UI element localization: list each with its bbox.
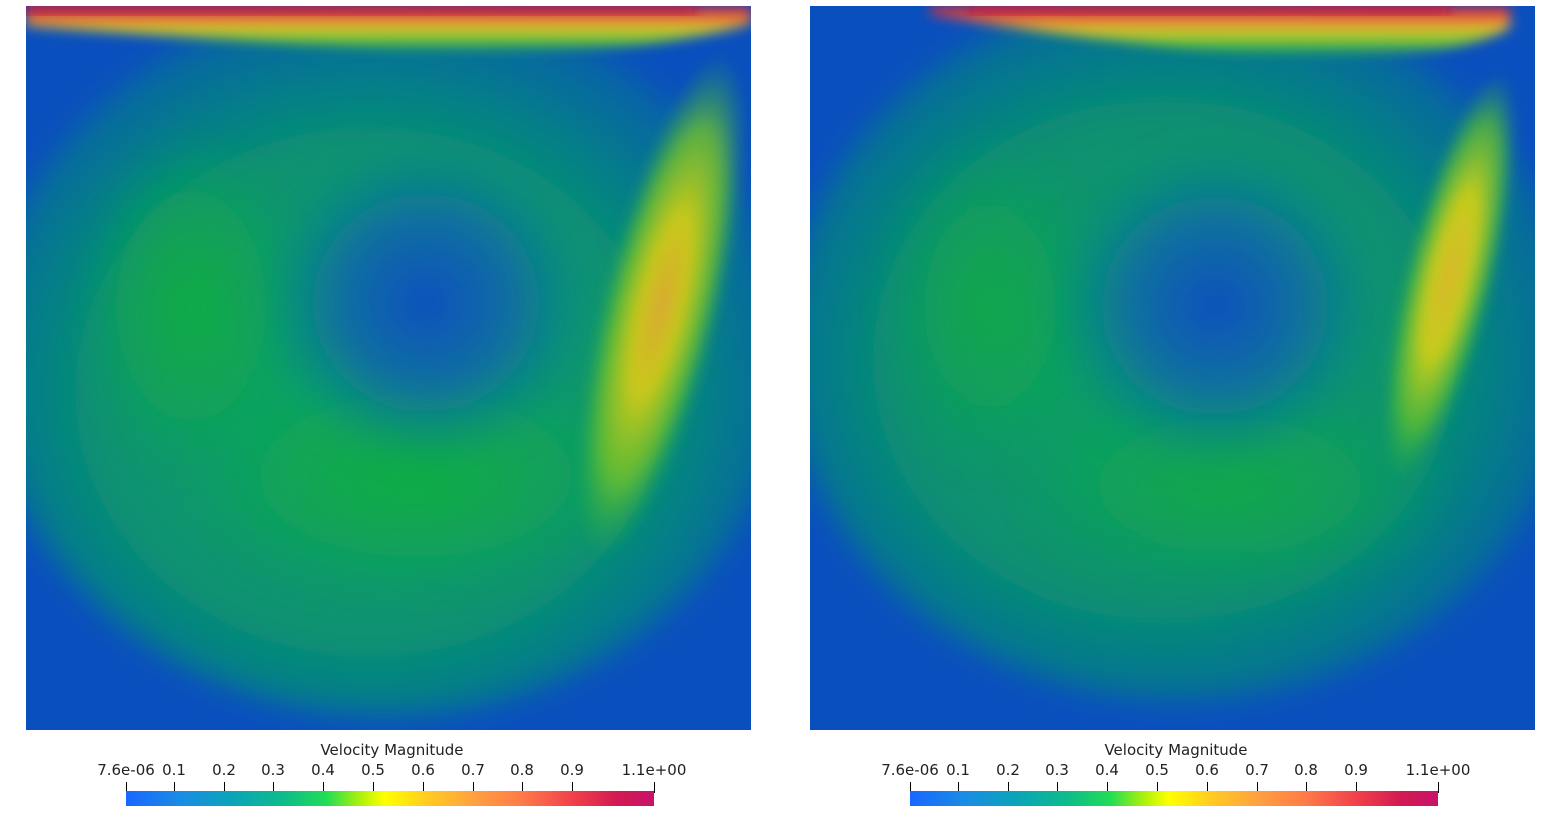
velocity-field-plot-left [26,6,751,730]
legend-tick-label: 0.9 [1344,761,1368,779]
legend-tick-mark [126,782,127,793]
legend-ticks-right: 7.6e-06 0.1 0.2 0.3 0.4 0.5 0.6 0.7 0.8 0.9 1.1e+0… [876,740,1476,812]
legend-tick-mark [910,782,911,793]
legend-tick-label: 0.7 [1245,761,1269,779]
legend-tick-label: 0.4 [311,761,335,779]
legend-tick-label: 7.6e-06 [97,761,155,779]
legend-tick-mark [1257,782,1258,793]
legend-tick-label: 0.4 [1095,761,1119,779]
legend-tick-label: 0.5 [361,761,385,779]
legend-tick-label: 0.6 [1195,761,1219,779]
colorbar-left [126,791,654,806]
legend-tick-mark [572,782,573,793]
legend-tick-mark [423,782,424,793]
legend-tick-mark [958,782,959,793]
legend-tick-mark [1107,782,1108,793]
legend-tick-mark [373,782,374,793]
legend-title-left: Velocity Magnitude [320,741,464,759]
legend-tick-label: 0.7 [461,761,485,779]
legend-tick-label: 0.3 [261,761,285,779]
right-velocity-field-panel [810,6,1535,730]
legend-tick-label: 0.1 [162,761,186,779]
legend-tick-label: 0.2 [996,761,1020,779]
legend-tick-label: 0.2 [212,761,236,779]
legend-tick-label: 0.5 [1145,761,1169,779]
legend-tick-label: 1.1e+00 [621,761,687,779]
legend-tick-label: 1.1e+00 [1405,761,1471,779]
legend-tick-mark [1438,782,1439,793]
legend-tick-label: 7.6e-06 [881,761,939,779]
colorbar-right [910,791,1438,806]
legend-tick-mark [1306,782,1307,793]
velocity-field-plot-right [810,6,1535,730]
legend-tick-mark [1356,782,1357,793]
left-velocity-field-panel [26,6,751,730]
legend-tick-mark [323,782,324,793]
legend-tick-label: 0.8 [1294,761,1318,779]
legend-title-right: Velocity Magnitude [1104,741,1248,759]
color-legend-left: Velocity Magnitude 7.6e-06 0.1 0.2 0.3 0.4 0.… [92,740,692,812]
legend-tick-label: 0.9 [560,761,584,779]
legend-tick-mark [224,782,225,793]
legend-tick-mark [1008,782,1009,793]
legend-tick-mark [1157,782,1158,793]
legend-tick-mark [174,782,175,793]
legend-tick-label: 0.8 [510,761,534,779]
legend-tick-mark [1207,782,1208,793]
legend-tick-mark [654,782,655,793]
color-legend-right: Velocity Magnitude 7.6e-06 0.1 0.2 0.3 0.4 0.… [876,740,1476,812]
legend-ticks-left: 7.6e-06 0.1 0.2 0.3 0.4 0.5 0.6 0.7 0.8 0.9 1.1e+0… [92,740,692,812]
legend-tick-mark [1057,782,1058,793]
legend-tick-mark [522,782,523,793]
legend-tick-label: 0.1 [946,761,970,779]
legend-tick-label: 0.3 [1045,761,1069,779]
legend-tick-mark [273,782,274,793]
legend-tick-label: 0.6 [411,761,435,779]
legend-tick-mark [473,782,474,793]
